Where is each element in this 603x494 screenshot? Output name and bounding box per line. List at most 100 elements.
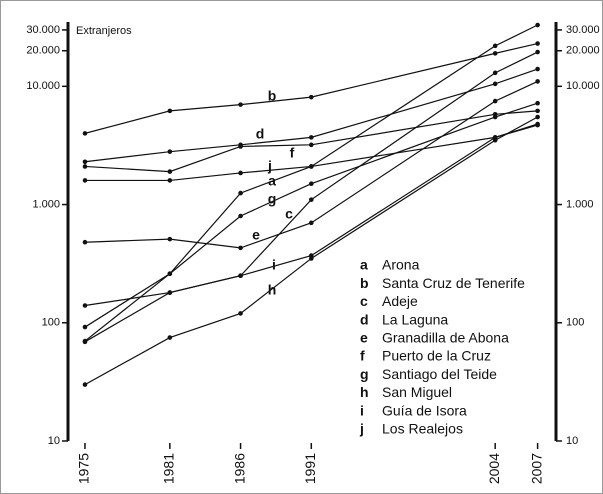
- x-tick-label: 1986: [231, 453, 247, 484]
- data-point: [167, 108, 173, 114]
- data-point: [535, 121, 540, 127]
- series-line: [84, 80, 538, 249]
- y-tick-label: 20.000: [26, 45, 60, 57]
- legend-label: Los Realejos: [382, 421, 463, 437]
- data-point: [82, 164, 88, 169]
- data-point: [492, 43, 498, 49]
- line-label: f: [290, 145, 295, 161]
- data-point: [535, 66, 540, 72]
- data-point: [167, 236, 173, 242]
- legend-label: Santa Cruz de Tenerife: [382, 275, 525, 291]
- data-point: [535, 100, 540, 106]
- data-point: [82, 159, 88, 165]
- data-point: [535, 49, 540, 55]
- data-point: [82, 339, 88, 345]
- x-tick-label: 1991: [302, 453, 318, 484]
- legend-key: c: [360, 293, 368, 309]
- series-line: [84, 123, 538, 182]
- series-line: [84, 68, 538, 163]
- data-point: [308, 135, 314, 140]
- legend-key: h: [360, 384, 369, 400]
- line-label: d: [256, 126, 265, 142]
- data-point: [535, 79, 540, 84]
- y2-tick-label: 10: [566, 435, 578, 447]
- x-tick-label: 2004: [486, 453, 502, 484]
- data-point: [492, 51, 498, 56]
- legend-key: a: [360, 257, 368, 273]
- data-point: [82, 131, 88, 136]
- y2-tick-label: 1.000: [566, 198, 594, 210]
- legend-label: Adeje: [382, 293, 418, 309]
- data-point: [167, 271, 173, 277]
- legend-key: e: [360, 330, 368, 346]
- legend-label: Granadilla de Abona: [382, 330, 509, 346]
- data-point: [167, 178, 173, 183]
- line-label: j: [267, 158, 272, 174]
- data-point: [308, 181, 314, 187]
- line-label: g: [268, 191, 277, 207]
- series-line: [84, 42, 538, 134]
- data-point: [167, 290, 173, 295]
- data-point: [308, 142, 314, 148]
- data-point: [82, 324, 88, 330]
- data-point: [308, 94, 314, 100]
- x-tick-label: 2007: [528, 453, 544, 484]
- legend-label: Guía de Isora: [382, 402, 467, 418]
- legend-key: i: [360, 402, 364, 418]
- data-point: [308, 220, 314, 226]
- legend-label: Puerto de la Cruz: [382, 348, 491, 364]
- y-tick-label: 10.000: [26, 80, 60, 92]
- series-line: [84, 110, 538, 173]
- line-label: i: [272, 257, 276, 273]
- y-tick-label: 10: [48, 435, 60, 447]
- legend-key: g: [360, 366, 369, 382]
- x-tick-label: 1981: [161, 453, 177, 484]
- legend-key: j: [359, 421, 364, 437]
- data-point: [167, 335, 173, 340]
- data-point: [82, 303, 88, 308]
- legend-label: San Miguel: [382, 384, 452, 400]
- line-label: e: [252, 227, 260, 243]
- legend-label: La Laguna: [382, 311, 448, 327]
- data-point: [308, 197, 314, 202]
- data-point: [167, 149, 173, 154]
- line-label: a: [268, 173, 276, 189]
- data-point: [492, 98, 498, 104]
- data-point: [535, 114, 540, 120]
- y-axis-label: Extranjeros: [76, 25, 132, 37]
- data-point: [238, 245, 243, 251]
- data-point: [238, 102, 243, 107]
- data-point: [238, 144, 243, 149]
- legend-key: f: [360, 348, 365, 364]
- line-label: b: [268, 88, 277, 104]
- data-point: [238, 213, 243, 219]
- series-line: [84, 116, 538, 386]
- data-point: [492, 135, 498, 140]
- line-label: c: [285, 206, 293, 222]
- data-point: [82, 178, 88, 183]
- data-point: [82, 239, 88, 245]
- legend-key: d: [360, 311, 369, 327]
- data-point: [535, 108, 540, 114]
- y-tick-label: 1.000: [32, 198, 60, 210]
- series-line: [84, 24, 538, 342]
- series-line: [84, 102, 538, 328]
- y-tick-label: 30.000: [26, 24, 60, 36]
- data-point: [167, 169, 173, 174]
- x-tick-label: 1975: [76, 453, 92, 484]
- data-point: [238, 190, 243, 196]
- data-point: [535, 41, 540, 46]
- data-point: [238, 170, 243, 176]
- y2-tick-label: 20.000: [566, 45, 600, 57]
- y-tick-label: 100: [42, 317, 60, 329]
- data-point: [492, 70, 498, 76]
- legend-key: b: [360, 275, 369, 291]
- data-point: [492, 114, 498, 120]
- data-point: [308, 253, 314, 258]
- data-point: [238, 311, 243, 316]
- line-label: h: [268, 282, 277, 298]
- data-point: [238, 273, 243, 279]
- data-point: [492, 81, 498, 87]
